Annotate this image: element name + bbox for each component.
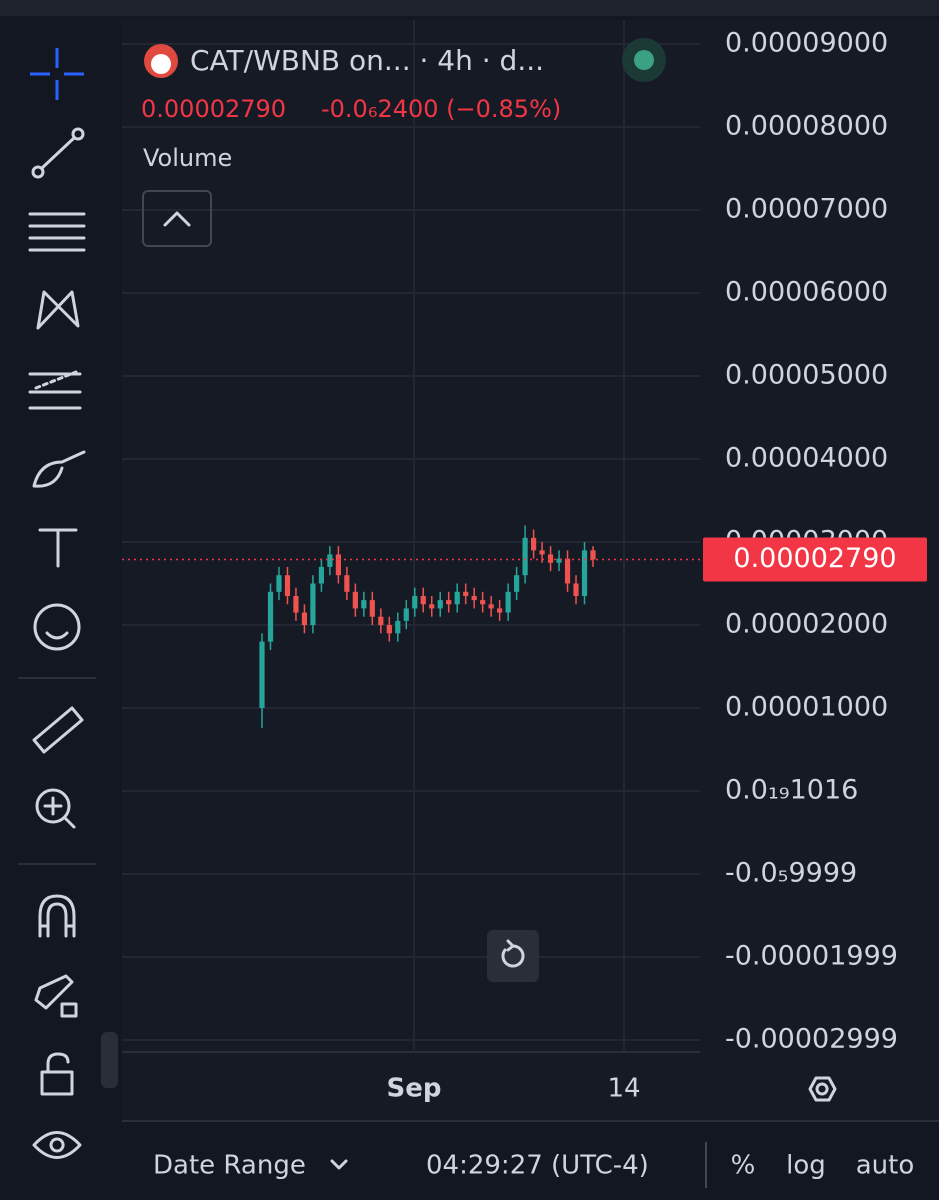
auto-button[interactable]: auto bbox=[856, 1151, 915, 1181]
date-range[interactable]: Date Range bbox=[153, 1151, 306, 1181]
candle-body bbox=[344, 575, 350, 592]
symbol-title[interactable]: CAT/WBNB on... · 4h · d... bbox=[190, 44, 544, 77]
candle-body bbox=[429, 604, 435, 609]
y-tick-label: 0.00005000 bbox=[725, 360, 888, 391]
visibility-tool[interactable] bbox=[32, 1131, 82, 1159]
zoom-tool[interactable] bbox=[35, 788, 76, 829]
reset-chart[interactable] bbox=[487, 930, 539, 982]
reset-icon bbox=[501, 939, 525, 968]
crosshair-tool[interactable] bbox=[30, 48, 84, 100]
candle-body bbox=[590, 550, 596, 560]
y-tick-label: 0.00002000 bbox=[725, 609, 888, 640]
candle-body bbox=[403, 608, 409, 621]
fib-tool[interactable] bbox=[28, 212, 86, 252]
text-tool[interactable] bbox=[38, 528, 78, 568]
candle-body bbox=[480, 600, 486, 605]
y-tick-label: 0.0₁₉1016 bbox=[725, 775, 858, 806]
log-button[interactable]: log bbox=[786, 1151, 826, 1181]
candle-body bbox=[327, 554, 333, 567]
last-price: 0.00002790 bbox=[141, 95, 286, 123]
chevron-up bbox=[163, 211, 191, 227]
candle-body bbox=[284, 575, 291, 596]
candle-body bbox=[581, 550, 588, 596]
candle-body bbox=[547, 554, 554, 563]
y-tick-label: -0.0₅9999 bbox=[725, 858, 857, 889]
candle-body bbox=[514, 575, 520, 592]
candle-body bbox=[386, 625, 392, 634]
candle-body bbox=[352, 591, 358, 609]
trend-line-tool[interactable] bbox=[31, 127, 85, 179]
candle-body bbox=[318, 566, 325, 584]
lock-tool[interactable] bbox=[40, 1052, 74, 1096]
candle-body bbox=[539, 550, 545, 555]
candle-body bbox=[310, 583, 316, 626]
candle-body bbox=[564, 558, 571, 584]
candle-body bbox=[446, 600, 452, 605]
clock[interactable]: 04:29:27 (UTC-4) bbox=[426, 1151, 649, 1181]
y-tick-label: -0.00001999 bbox=[725, 940, 898, 971]
candle-body bbox=[369, 600, 375, 617]
candle-body bbox=[293, 595, 299, 613]
candle-body bbox=[505, 591, 511, 613]
pattern-tool[interactable] bbox=[36, 290, 80, 330]
emoji-tool[interactable] bbox=[33, 603, 81, 651]
y-tick-label: 0.00008000 bbox=[725, 110, 888, 141]
candle-body bbox=[378, 616, 384, 626]
candle-body bbox=[463, 591, 469, 596]
brush-tool[interactable] bbox=[32, 450, 86, 488]
plot: 0.00009000 0.00008000 0.00007000 0.00006000… bbox=[122, 20, 927, 1054]
candle-body bbox=[573, 583, 579, 596]
market-status-dot bbox=[634, 50, 654, 70]
last-price-tag-label: 0.00002790 bbox=[733, 543, 896, 574]
y-tick-label: 0.00004000 bbox=[725, 443, 888, 474]
x-tick-label: Sep bbox=[387, 1074, 442, 1104]
candle-body bbox=[454, 591, 460, 605]
candle-body bbox=[259, 641, 265, 709]
candle-body bbox=[301, 612, 308, 626]
percent-button[interactable]: % bbox=[731, 1151, 756, 1181]
candle-body bbox=[556, 558, 562, 563]
price-change: -0.0₆2400 (−0.85%) bbox=[321, 95, 561, 123]
y-tick-label: 0.00007000 bbox=[725, 193, 888, 224]
candle-body bbox=[267, 591, 274, 642]
date-range-caret bbox=[330, 1159, 348, 1170]
ruler-tool[interactable] bbox=[32, 706, 84, 754]
candle-body bbox=[361, 600, 367, 609]
collapse-indicators[interactable] bbox=[142, 190, 212, 247]
candle-body bbox=[497, 608, 503, 613]
candle-body bbox=[530, 537, 537, 551]
indicator-label[interactable]: Volume bbox=[143, 144, 232, 172]
candle-body bbox=[335, 554, 341, 576]
candle-body bbox=[395, 620, 401, 634]
candle-body bbox=[471, 595, 477, 601]
x-tick-label: 14 bbox=[607, 1074, 640, 1104]
y-tick-label: 0.00006000 bbox=[725, 277, 888, 308]
collapse-toolbar[interactable] bbox=[101, 1032, 118, 1088]
candle-body bbox=[522, 537, 528, 576]
y-tick-label: 0.00009000 bbox=[725, 27, 888, 58]
toolbar bbox=[18, 48, 118, 1159]
axis-settings[interactable] bbox=[808, 1076, 837, 1102]
lock-drawings-tool[interactable] bbox=[34, 974, 78, 1018]
candle-body bbox=[412, 595, 418, 609]
prediction-tool[interactable] bbox=[28, 370, 82, 410]
candle-body bbox=[437, 600, 443, 609]
y-tick-label: 0.00001000 bbox=[725, 692, 888, 723]
candle-body bbox=[276, 575, 282, 592]
symbol-logo-face bbox=[151, 54, 171, 74]
candle-body bbox=[488, 604, 494, 609]
candle-body bbox=[420, 595, 426, 605]
top-strip bbox=[0, 0, 939, 16]
last-price-tag bbox=[703, 537, 927, 582]
magnet-tool[interactable] bbox=[38, 894, 76, 938]
y-tick-label: -0.00002999 bbox=[725, 1023, 898, 1054]
